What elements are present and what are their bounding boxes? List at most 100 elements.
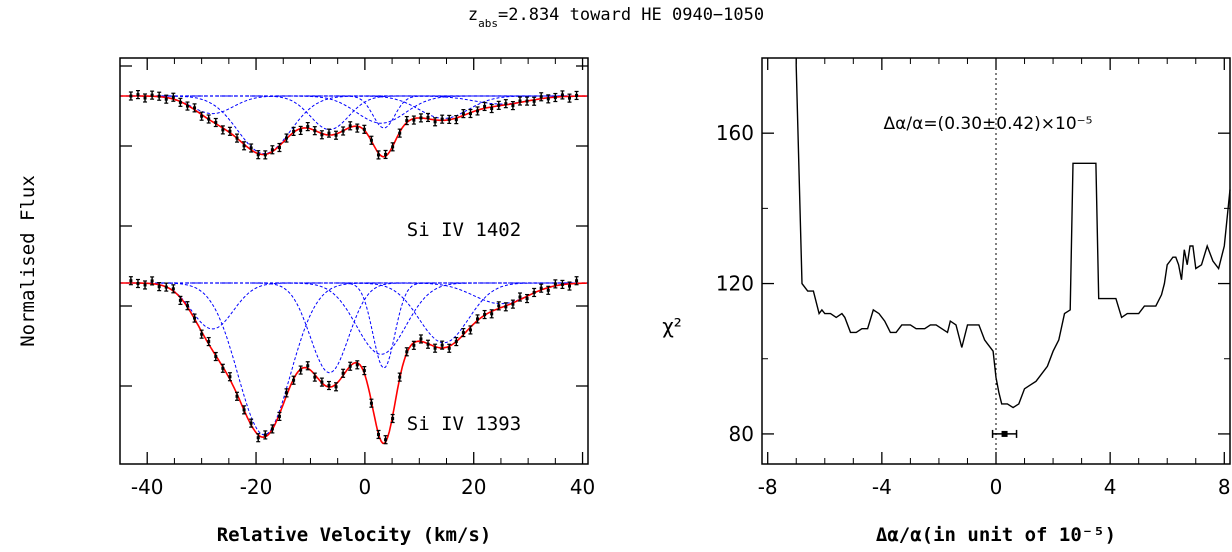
data-point	[369, 401, 373, 405]
component-profile	[120, 282, 588, 369]
data-point	[355, 126, 359, 130]
data-point	[285, 391, 289, 395]
data-point	[553, 282, 557, 286]
data-point	[362, 369, 366, 373]
data-point	[178, 298, 182, 302]
data-point	[214, 355, 218, 359]
data-point	[334, 385, 338, 389]
data-point	[369, 138, 373, 142]
data-point	[171, 95, 175, 99]
data-point	[277, 146, 281, 150]
data-point	[136, 282, 140, 286]
x-tick-label: 4	[1104, 475, 1117, 499]
data-point	[511, 302, 515, 306]
data-point	[567, 96, 571, 100]
data-point	[468, 328, 472, 332]
data-point	[341, 129, 345, 133]
data-point	[497, 304, 501, 308]
chi2-panel: -8 -4 0 4 8 80 120 160 Δα/α=(0.30±0.42)×10⁻⁵ Δα…	[662, 57, 1231, 546]
data-point	[334, 133, 338, 137]
x-tick-label: 40	[570, 475, 595, 499]
data-point	[518, 99, 522, 103]
chi2-curve	[795, 58, 1231, 409]
x-tick-label: -8	[758, 475, 778, 499]
data-point	[525, 99, 529, 103]
data-point	[518, 295, 522, 299]
data-point	[320, 133, 324, 137]
data-point	[447, 117, 451, 121]
spectrum-plot-area	[120, 89, 589, 445]
y-tick-label: 120	[716, 272, 754, 296]
component-profile	[120, 95, 588, 129]
data-point	[355, 363, 359, 367]
data-point	[560, 282, 564, 286]
data-point	[185, 304, 189, 308]
data-point	[299, 128, 303, 132]
y-tick-label: 160	[716, 121, 754, 145]
spectrum-panel: -40 -20 0 20 40 Si IV 1402 Si IV 1393 Relati…	[17, 57, 595, 546]
data-point	[384, 438, 388, 442]
data-point	[320, 380, 324, 384]
data-point	[412, 343, 416, 347]
component-profile	[120, 95, 588, 155]
data-point	[539, 286, 543, 290]
data-point	[426, 342, 430, 346]
data-point	[200, 332, 204, 336]
data-point	[242, 408, 246, 412]
data-point	[504, 305, 508, 309]
data-point	[391, 145, 395, 149]
data-point	[384, 152, 388, 156]
data-point	[143, 96, 147, 100]
data-point	[327, 384, 331, 388]
data-point	[249, 146, 253, 150]
data-point	[546, 97, 550, 101]
data-point	[567, 284, 571, 288]
data-point	[256, 436, 260, 440]
data-point	[419, 337, 423, 341]
x-tick-label: -40	[131, 475, 164, 499]
spectrum-x-axis-label: Relative Velocity (km/s)	[217, 524, 492, 546]
data-point	[171, 287, 175, 291]
data-point	[185, 104, 189, 108]
data-point	[447, 346, 451, 350]
model-fit-line	[120, 282, 587, 445]
data-point	[157, 94, 161, 98]
best-fit-point	[1001, 430, 1008, 437]
data-point	[193, 106, 197, 110]
chi2-y-axis-label: χ²	[662, 314, 682, 338]
data-point	[483, 104, 487, 108]
data-point	[575, 93, 579, 97]
data-point	[461, 112, 465, 116]
data-point	[235, 136, 239, 140]
data-point	[143, 283, 147, 287]
data-point	[454, 340, 458, 344]
data-point	[398, 131, 402, 135]
data-point	[433, 346, 437, 350]
title-rest: =2.834 toward HE 0940−1050	[498, 5, 764, 25]
data-point	[391, 417, 395, 421]
data-point	[313, 375, 317, 379]
data-point	[405, 119, 409, 123]
x-tick-label: -20	[240, 475, 273, 499]
y-tick-label: 80	[729, 422, 754, 446]
title-prefix: z	[468, 5, 478, 25]
data-point	[313, 129, 317, 133]
line-label-si-iv-1402: Si IV 1402	[407, 219, 521, 241]
data-point	[490, 312, 494, 316]
component-profile	[120, 95, 588, 131]
data-point	[483, 313, 487, 317]
data-point	[525, 297, 529, 301]
data-point	[270, 148, 274, 152]
data-point	[129, 279, 133, 283]
data-point	[299, 368, 303, 372]
component-profile	[120, 95, 588, 124]
data-point	[433, 120, 437, 124]
data-point	[504, 102, 508, 106]
data-point	[511, 104, 515, 108]
data-point	[532, 290, 536, 294]
data-point	[348, 124, 352, 128]
component-profile	[120, 282, 588, 344]
x-tick-label: 20	[461, 475, 486, 499]
chi2-ticks: -8 -4 0 4 8 80 120 160	[716, 57, 1231, 499]
data-point	[461, 331, 465, 335]
